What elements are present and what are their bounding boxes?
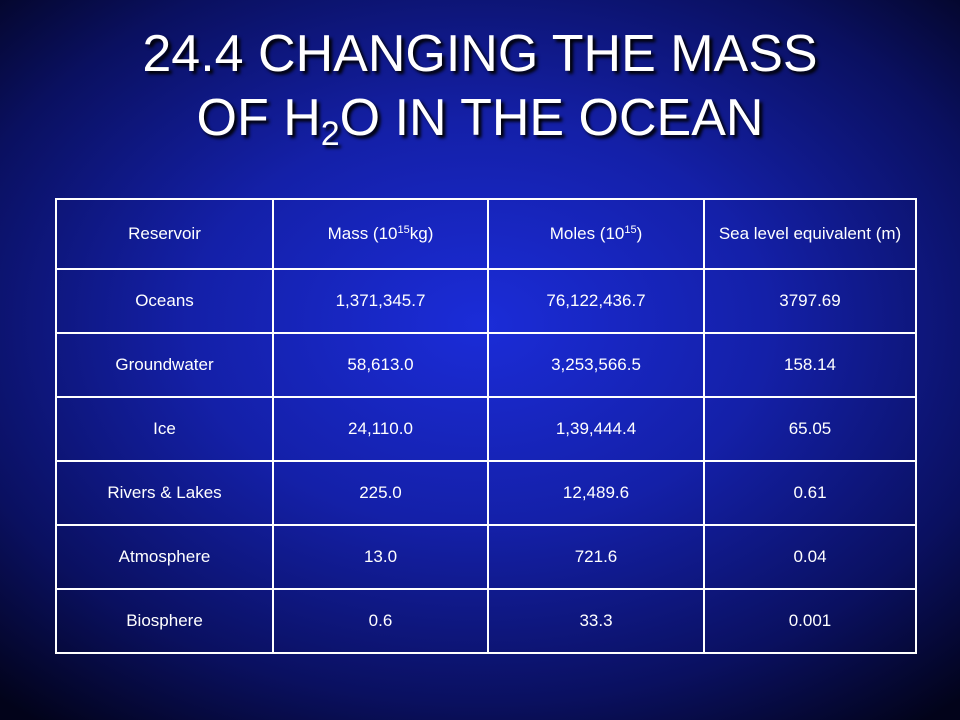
header-text: Mass (10 — [327, 224, 398, 243]
table-cell: 12,489.6 — [487, 460, 705, 526]
table-cell: 1,39,444.4 — [487, 396, 705, 462]
header-cell: Moles (1015) — [487, 198, 705, 270]
table-cell: Groundwater — [55, 332, 274, 398]
table-cell: 225.0 — [272, 460, 489, 526]
data-table: Reservoir Mass (1015kg) Moles (1015) Sea le… — [55, 198, 917, 654]
table-cell: Atmosphere — [55, 524, 274, 590]
title-subscript: 2 — [320, 115, 340, 153]
table-cell: 0.001 — [703, 588, 917, 654]
table-cell: Ice — [55, 396, 274, 462]
data-row: Ice 24,110.0 1,39,444.4 65.05 — [55, 396, 917, 462]
table-cell: 1,371,345.7 — [272, 268, 489, 334]
data-row: Groundwater 58,613.0 3,253,566.5 158.14 — [55, 332, 917, 398]
data-row: Biosphere 0.6 33.3 0.001 — [55, 588, 917, 654]
title-line: 24.4 CHANGING THE MASS — [142, 25, 818, 83]
table-cell: 3797.69 — [703, 268, 917, 334]
table-cell: Oceans — [55, 268, 274, 334]
header-text: kg) — [409, 224, 434, 243]
superscript: 15 — [624, 224, 637, 236]
data-row: Oceans 1,371,345.7 76,122,436.7 3797.69 — [55, 268, 917, 334]
table-cell: 24,110.0 — [272, 396, 489, 462]
header-cell: Reservoir — [55, 198, 274, 270]
title-part: O IN THE OCEAN — [339, 89, 764, 147]
header-cell: Sea level equivalent (m) — [703, 198, 917, 270]
table-cell: Rivers & Lakes — [55, 460, 274, 526]
header-text: Moles (10 — [549, 224, 625, 243]
header-text: Reservoir — [128, 224, 201, 243]
data-row: Rivers & Lakes 225.0 12,489.6 0.61 — [55, 460, 917, 526]
table-cell: 0.6 — [272, 588, 489, 654]
table-cell: Biosphere — [55, 588, 274, 654]
table-cell: 721.6 — [487, 524, 705, 590]
title-part: OF H — [196, 89, 321, 147]
superscript: 15 — [397, 224, 410, 236]
table-cell: 33.3 — [487, 588, 705, 654]
table-cell: 76,122,436.7 — [487, 268, 705, 334]
table-cell: 0.04 — [703, 524, 917, 590]
table-cell: 13.0 — [272, 524, 489, 590]
header-text: ) — [636, 224, 643, 243]
header-row: Reservoir Mass (1015kg) Moles (1015) Sea le… — [55, 198, 917, 270]
table-cell: 58,613.0 — [272, 332, 489, 398]
header-text: Sea level equivalent (m) — [718, 224, 902, 243]
data-row: Atmosphere 13.0 721.6 0.04 — [55, 524, 917, 590]
table-cell: 158.14 — [703, 332, 917, 398]
table-cell: 3,253,566.5 — [487, 332, 705, 398]
table-cell: 0.61 — [703, 460, 917, 526]
title-line: OF H2O IN THE OCEAN — [0, 86, 960, 153]
slide-title: 24.4 CHANGING THE MASS OF H2O IN THE OCE… — [0, 22, 960, 153]
table-cell: 65.05 — [703, 396, 917, 462]
header-cell: Mass (1015kg) — [272, 198, 489, 270]
